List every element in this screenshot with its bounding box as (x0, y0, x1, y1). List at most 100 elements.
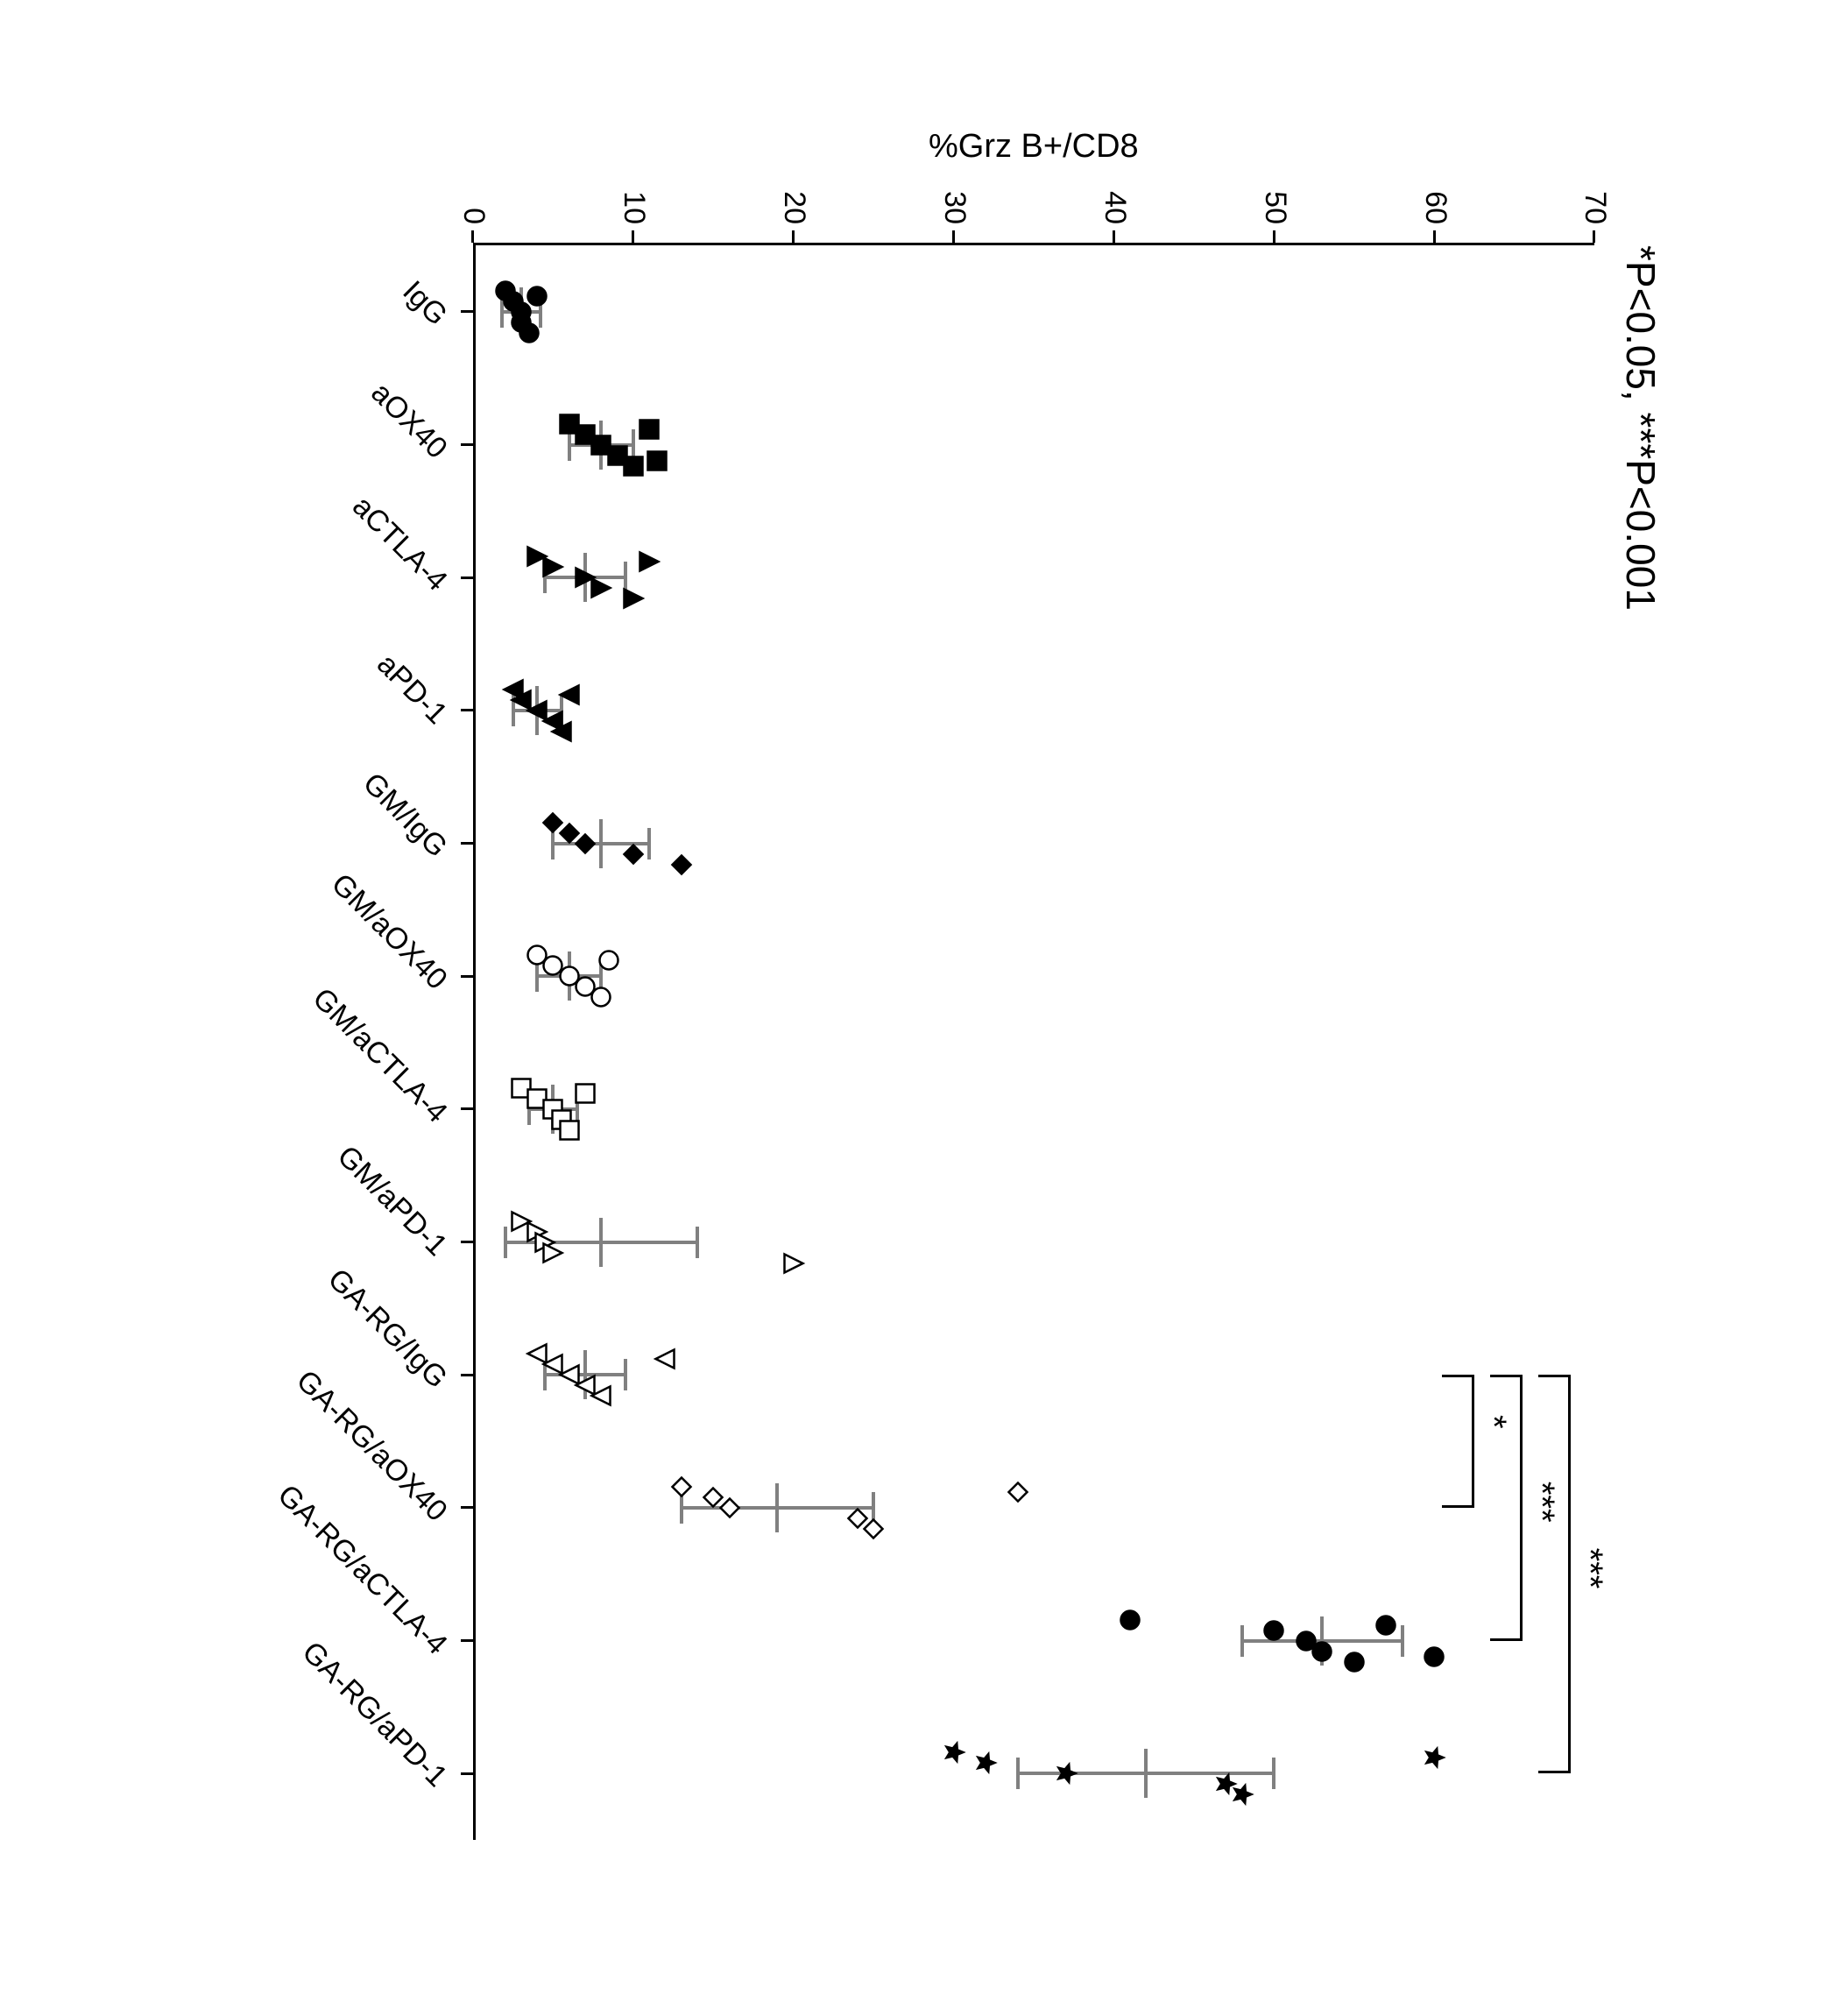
sig-bracket (1472, 1375, 1474, 1508)
mean-line (775, 1483, 779, 1532)
data-point-icon (718, 1496, 741, 1519)
mean-line (599, 1218, 603, 1267)
data-point-icon (638, 418, 661, 441)
data-point-icon (590, 1384, 612, 1407)
data-point-icon (1231, 1783, 1254, 1806)
rotated-chart-group: *P<0.05, ***P<0.001 010203040506070%Grz … (123, 88, 1699, 1928)
data-point-icon (518, 322, 541, 344)
y-tick-label: 60 (1418, 154, 1452, 224)
category-label: GM/aPD-1 (330, 1139, 454, 1263)
p-value-note: *P<0.05, ***P<0.001 (1617, 245, 1664, 611)
error-cap (696, 1227, 699, 1258)
x-tick (461, 1506, 473, 1509)
x-tick (461, 443, 473, 446)
y-tick-label: 50 (1258, 154, 1292, 224)
data-point-icon (622, 455, 645, 477)
data-point-icon (1007, 1481, 1029, 1503)
mean-line (599, 819, 603, 868)
category-label: aCTLA-4 (345, 490, 454, 598)
y-tick (632, 230, 634, 243)
x-tick (461, 975, 473, 978)
y-tick (1433, 230, 1436, 243)
data-point-icon (974, 1751, 997, 1774)
data-point-icon (550, 720, 573, 743)
sig-bracket (1490, 1638, 1523, 1641)
x-tick (461, 577, 473, 579)
x-tick (461, 842, 473, 845)
data-point-icon (597, 949, 620, 972)
y-tick-label: 20 (777, 154, 811, 224)
y-tick (952, 230, 955, 243)
y-tick-label: 10 (617, 154, 651, 224)
x-tick (461, 310, 473, 313)
data-point-icon (590, 986, 612, 1008)
category-label: GA-RG/IgG (321, 1263, 454, 1396)
x-tick (461, 1772, 473, 1775)
error-cap (1272, 1758, 1275, 1789)
category-label: GM/IgG (356, 766, 454, 864)
y-tick (1593, 230, 1596, 243)
x-axis (473, 245, 476, 1840)
data-point-icon (1423, 1645, 1445, 1668)
page: Figure 1 *P<0.05, ***P<0.001 01020304050… (0, 0, 1823, 2016)
sig-bracket (1442, 1375, 1474, 1377)
data-point-icon (670, 853, 693, 876)
data-point-icon (782, 1252, 805, 1275)
y-tick (792, 230, 795, 243)
category-label: IgG (396, 274, 454, 332)
sig-bracket (1538, 1771, 1571, 1773)
data-point-icon (1262, 1619, 1285, 1642)
category-label: aOX40 (364, 376, 454, 465)
data-point-icon (558, 683, 581, 706)
data-point-icon (590, 577, 612, 599)
data-point-icon (558, 1119, 581, 1142)
data-point-icon (526, 285, 548, 308)
data-point-icon (574, 832, 597, 855)
error-cap (1401, 1625, 1404, 1657)
sig-bracket (1442, 1505, 1474, 1508)
category-label: GM/aOX40 (324, 867, 454, 997)
chart-wrap: *P<0.05, ***P<0.001 010203040506070%Grz … (123, 88, 1699, 1928)
x-tick (461, 709, 473, 711)
y-tick (1113, 230, 1115, 243)
category-label: aPD-1 (370, 647, 454, 732)
data-point-icon (943, 1741, 965, 1764)
x-tick (461, 1241, 473, 1243)
sig-label: * (1473, 1415, 1513, 1429)
y-tick (1273, 230, 1275, 243)
data-point-icon (1423, 1746, 1445, 1769)
data-point-icon (862, 1517, 885, 1540)
sig-bracket (1490, 1375, 1523, 1377)
data-point-icon (1119, 1609, 1141, 1631)
error-cap (1240, 1625, 1244, 1657)
category-label: GM/aCTLA-4 (306, 981, 454, 1129)
data-point-icon (1343, 1651, 1366, 1673)
y-axis (473, 243, 1594, 245)
y-axis-label: %Grz B+/CD8 (929, 128, 1139, 166)
data-point-icon (1055, 1762, 1078, 1785)
error-cap (504, 1227, 507, 1258)
data-point-icon (638, 550, 661, 573)
x-tick (461, 1374, 473, 1376)
y-tick-label: 0 (456, 154, 491, 224)
sig-label: *** (1522, 1482, 1561, 1523)
y-tick-label: 70 (1578, 154, 1612, 224)
y-tick (472, 230, 475, 243)
data-point-icon (670, 1475, 693, 1498)
data-point-icon (622, 843, 645, 866)
data-point-icon (622, 587, 645, 610)
data-point-icon (646, 449, 668, 472)
x-tick (461, 1639, 473, 1642)
data-point-icon (541, 1241, 564, 1264)
mean-line (1144, 1749, 1148, 1798)
plot-area: 010203040506070%Grz B+/CD8IgGaOX40aCTLA-… (473, 245, 1594, 1840)
error-cap (624, 1359, 627, 1390)
error-cap (1016, 1758, 1020, 1789)
sig-bracket (1538, 1375, 1571, 1377)
data-point-icon (1311, 1640, 1333, 1663)
data-point-icon (1374, 1614, 1397, 1637)
data-point-icon (574, 1082, 597, 1105)
data-point-icon (654, 1348, 676, 1370)
x-tick (461, 1107, 473, 1110)
data-point-icon (541, 555, 564, 578)
